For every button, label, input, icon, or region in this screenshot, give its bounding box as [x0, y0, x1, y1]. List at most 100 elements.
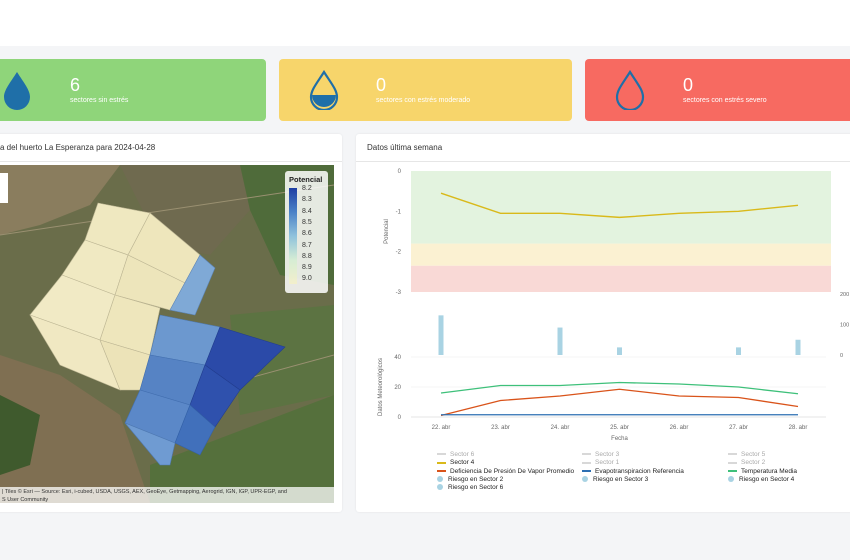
risk-bar [557, 327, 563, 355]
moderate-stress-label: sectores con estrés moderado [376, 97, 471, 104]
risk-y-tick: 100 [840, 323, 849, 329]
risk-y-tick: 0 [840, 353, 843, 359]
chart-legend-item[interactable]: Sector 4 [437, 459, 474, 466]
chart-legend-item[interactable]: Temperatura Media [728, 468, 797, 475]
legend-label: Sector 3 [595, 451, 620, 458]
legend-swatch [582, 476, 588, 483]
x-tick-label: 27. abr [729, 425, 748, 431]
chart-legend-item[interactable]: Evapotranspiracion Referencia [582, 468, 684, 475]
meteo-y-tick: 20 [394, 385, 401, 391]
legend-label: Deficiencia De Presión De Vapor Promedio [450, 467, 575, 475]
meteo-y-tick: 40 [394, 355, 401, 361]
x-axis-label: Fecha [611, 436, 628, 442]
risk-bar [617, 347, 622, 355]
map-legend-value: 8.7 [302, 241, 312, 249]
divider [0, 161, 342, 162]
water-drop-full-icon [4, 72, 30, 110]
moderate-stress-card: 0 sectores con estrés moderado [279, 59, 572, 121]
legend-swatch [437, 469, 446, 472]
meteo-series-line [440, 388, 799, 417]
potential-y-tick: -2 [396, 250, 402, 256]
map-legend-value: 8.8 [302, 252, 312, 260]
legend-swatch [582, 469, 591, 472]
map-legend-value: 9.0 [302, 275, 312, 283]
no-stress-count: 6 [70, 75, 81, 95]
meteo-series-line [440, 381, 799, 395]
legend-label: Evapotranspiracion Referencia [595, 467, 684, 475]
map-legend-value: 8.6 [302, 230, 312, 238]
legend-swatch [582, 453, 591, 456]
potential-band [411, 171, 831, 244]
chart-legend-item[interactable]: Riesgo en Sector 4 [728, 476, 794, 483]
potential-band [411, 243, 831, 266]
legend-label: Temperatura Media [741, 467, 797, 475]
legend-label: Sector 6 [450, 451, 475, 458]
map-legend-gradient [289, 188, 297, 284]
divider [356, 161, 850, 162]
legend-swatch [582, 461, 591, 464]
map-panel-title: a del huerto La Esperanza para 2024-04-2… [0, 143, 156, 152]
no-stress-card: 6 sectores sin estrés [0, 59, 266, 121]
legend-swatch [728, 476, 734, 483]
legend-swatch [437, 461, 446, 464]
map-legend-title: Potencial [289, 175, 323, 184]
severe-stress-label: sectores con estrés severo [683, 97, 767, 104]
chart-legend-item[interactable]: Riesgo en Sector 6 [437, 484, 503, 491]
severe-stress-card: 0 sectores con estrés severo [585, 59, 850, 121]
series-line-sector-4 [440, 192, 799, 219]
chart-legend-item[interactable]: Sector 2 [728, 459, 765, 466]
chart-legend-item[interactable]: Sector 5 [728, 451, 765, 458]
potential-y-tick: 0 [398, 169, 402, 175]
legend-label: Riesgo en Sector 4 [739, 475, 795, 483]
legend-label: Riesgo en Sector 3 [593, 475, 649, 483]
x-tick-label: 28. abr [789, 425, 808, 431]
legend-label: Sector 4 [450, 459, 475, 467]
legend-swatch [728, 461, 737, 464]
map-legend: Potencial 8.2 8.3 8.4 8.5 8.6 8.7 8.8 8.9 9.0 [285, 171, 328, 293]
legend-label: Sector 2 [741, 459, 766, 467]
x-tick-label: 23. abr [491, 425, 510, 431]
meteo-y-label: Datos Meteorológicos [378, 358, 384, 416]
legend-label: Riesgo en Sector 2 [448, 475, 504, 483]
risk-bar [438, 315, 444, 355]
chart-legend-item[interactable]: Riesgo en Sector 3 [582, 476, 648, 483]
water-drop-empty-icon [615, 70, 645, 110]
risk-bar [736, 347, 741, 355]
meteo-y-tick: 0 [398, 415, 402, 421]
chart-panel-title: Datos última semana [367, 143, 443, 152]
chart-legend-item[interactable]: Sector 1 [582, 459, 619, 466]
severe-stress-count: 0 [683, 75, 694, 95]
potential-y-tick: -3 [396, 290, 402, 296]
legend-label: Sector 1 [595, 459, 620, 467]
potential-band [411, 265, 831, 292]
x-tick-label: 24. abr [551, 425, 570, 431]
chart-legend-item[interactable]: Riesgo en Sector 2 [437, 476, 503, 483]
legend-label: Riesgo en Sector 6 [448, 484, 504, 492]
top-bar [0, 0, 850, 46]
moderate-stress-count: 0 [376, 75, 387, 95]
risk-y-tick: 200 [840, 292, 849, 298]
zoom-control[interactable] [0, 173, 8, 203]
legend-swatch [728, 469, 737, 472]
legend-swatch [728, 453, 737, 456]
potential-y-label: Potencial [384, 219, 390, 244]
chart-legend-item[interactable]: Deficiencia De Presión De Vapor Promedio [437, 468, 574, 475]
map-legend-value: 8.2 [302, 185, 312, 192]
legend-label: Sector 5 [741, 451, 766, 458]
map-legend-value: 8.4 [302, 207, 312, 215]
risk-bar [795, 339, 801, 355]
map-attribution: | Tiles © Esri — Source: Esri, i-cubed, … [2, 488, 287, 495]
legend-swatch [437, 453, 446, 456]
no-stress-label: sectores sin estrés [70, 97, 129, 104]
map-attribution-2: S User Community [2, 497, 48, 503]
map-legend-value: 8.3 [302, 196, 312, 204]
x-tick-label: 22. abr [432, 425, 451, 431]
satellite-map[interactable]: | Tiles © Esri — Source: Esri, i-cubed, … [0, 165, 334, 503]
x-tick-label: 26. abr [670, 425, 689, 431]
chart-legend-item[interactable]: Sector 3 [582, 451, 619, 458]
map-legend-value: 8.9 [302, 264, 312, 272]
potential-y-tick: -1 [396, 209, 402, 215]
chart-legend-item[interactable]: Sector 6 [437, 451, 474, 458]
legend-swatch [437, 484, 443, 491]
